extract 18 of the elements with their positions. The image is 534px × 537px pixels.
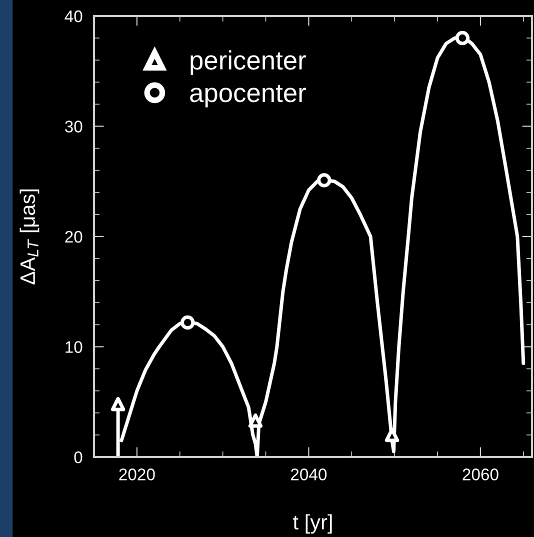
y-tick-label: 40: [64, 10, 82, 22]
legend-label: apocenter: [190, 84, 306, 108]
x-tick-label: 2060: [462, 468, 498, 480]
y-tick-label: 20: [65, 230, 82, 243]
point: [110, 396, 126, 412]
x-tick-label: 2040: [291, 468, 327, 480]
point: [455, 30, 470, 46]
point: [384, 428, 400, 442]
y-axis-title: ΔA$_{LT}$ [μas]: [20, 190, 40, 284]
y-tick-label: 0: [74, 451, 82, 464]
point: [248, 414, 263, 428]
point: [180, 315, 195, 330]
legend-label: pericenter: [190, 50, 306, 75]
y-tick-label: 10: [66, 341, 82, 353]
y-tick-label: 30: [64, 120, 82, 132]
x-axis-title: t [yr]: [293, 514, 332, 534]
x-tick-label: 2020: [119, 468, 155, 480]
point: [317, 173, 332, 188]
